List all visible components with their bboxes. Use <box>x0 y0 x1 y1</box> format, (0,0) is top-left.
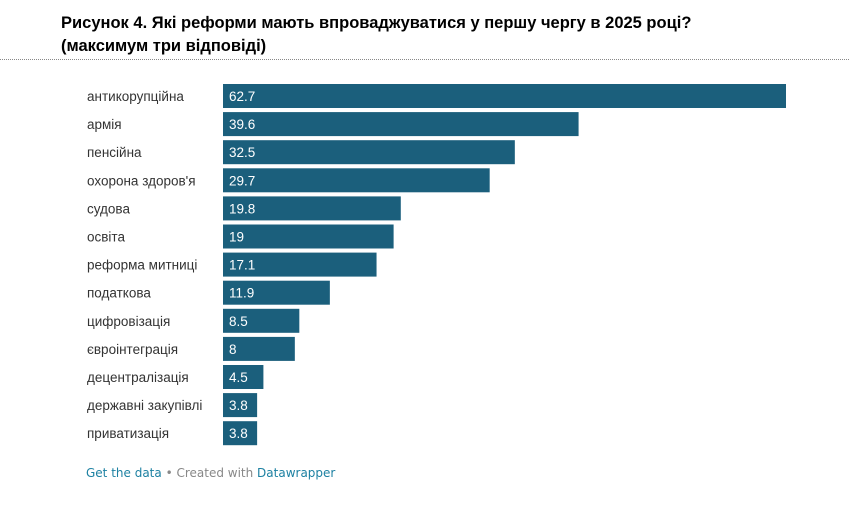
value-label: 17.1 <box>229 258 255 273</box>
category-label: євроінтеграція <box>87 342 178 357</box>
bar[interactable] <box>223 308 300 333</box>
value-label: 29.7 <box>229 173 255 188</box>
bar[interactable] <box>223 84 786 108</box>
get-the-data-link[interactable]: Get the data <box>86 466 162 480</box>
category-label: державні закупівлі <box>87 398 202 413</box>
value-label: 8 <box>229 342 237 357</box>
value-label: 19 <box>229 230 244 245</box>
value-label: 39.6 <box>229 117 255 132</box>
value-label: 19.8 <box>229 201 255 216</box>
bar[interactable] <box>223 336 295 361</box>
category-label: приватизація <box>87 426 169 441</box>
category-label: освіта <box>87 230 125 245</box>
category-label: цифровізація <box>87 314 170 329</box>
category-label: децентралізація <box>87 370 189 385</box>
chart-footer: Get the data • Created with Datawrapper <box>86 466 335 480</box>
datawrapper-link[interactable]: Datawrapper <box>257 466 336 480</box>
value-label: 3.8 <box>229 398 248 413</box>
bar[interactable] <box>223 112 579 137</box>
category-label: податкова <box>87 286 151 301</box>
category-label: антикорупційна <box>87 89 184 104</box>
category-label: армія <box>87 117 122 132</box>
category-label: судова <box>87 201 130 216</box>
bar[interactable] <box>223 224 394 249</box>
value-label: 4.5 <box>229 370 248 385</box>
category-label: реформа митниці <box>87 258 197 273</box>
chart-title-line-2: (максимум три відповіді) <box>61 37 267 55</box>
bar[interactable] <box>223 196 401 221</box>
category-label: охорона здоров'я <box>87 173 196 188</box>
category-label: пенсійна <box>87 145 142 160</box>
value-label: 8.5 <box>229 314 248 329</box>
bar[interactable] <box>223 365 264 389</box>
bar[interactable] <box>223 280 330 305</box>
value-label: 32.5 <box>229 145 255 160</box>
bar[interactable] <box>223 140 515 165</box>
chart-title-line-1: Рисунок 4. Які реформи мають впроваджува… <box>61 14 692 32</box>
bar[interactable] <box>223 393 258 418</box>
bar[interactable] <box>223 252 377 277</box>
chart-title: Рисунок 4. Які реформи мають впроваджува… <box>61 12 811 58</box>
value-label: 11.9 <box>229 286 254 301</box>
value-label: 3.8 <box>229 426 248 441</box>
bar[interactable] <box>223 168 490 193</box>
footer-separator: • Created with <box>161 466 258 480</box>
value-label: 62.7 <box>229 89 255 104</box>
bar[interactable] <box>223 421 258 446</box>
title-divider <box>0 59 849 60</box>
